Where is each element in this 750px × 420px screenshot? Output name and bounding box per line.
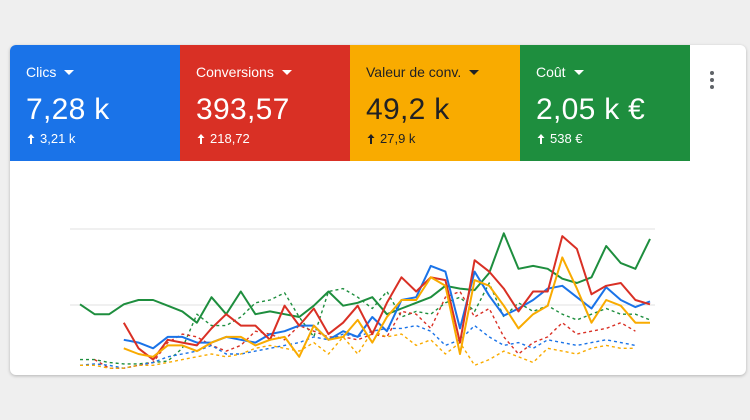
metric-delta-value: 538 € xyxy=(550,131,583,146)
menu-dot xyxy=(710,78,714,82)
chevron-down-icon[interactable] xyxy=(281,69,292,75)
arrow-up-icon xyxy=(366,133,376,145)
comparison-series-line xyxy=(94,290,636,369)
metric-delta-value: 27,9 k xyxy=(380,131,416,146)
series-line xyxy=(79,232,651,324)
performance-line-chart xyxy=(70,228,655,369)
metric-delta-value: 3,21 k xyxy=(40,131,76,146)
menu-dot xyxy=(710,85,714,89)
metric-value: 2,05 k € xyxy=(536,93,646,126)
metric-tile-cost[interactable]: Coût 2,05 k € 538 € xyxy=(520,45,690,161)
chart-series xyxy=(79,232,651,369)
performance-card: Clics 7,28 k 3,21 k Conversions 393,57 2… xyxy=(10,45,746,375)
comparison-series-line xyxy=(80,282,651,365)
chevron-down-icon[interactable] xyxy=(469,69,480,75)
metric-tile-conversion-value[interactable]: Valeur de conv. 49,2 k 27,9 k xyxy=(350,45,520,161)
metric-delta: 218,72 xyxy=(196,131,350,146)
metric-label-row[interactable]: Conversions xyxy=(196,61,350,83)
arrow-up-icon xyxy=(536,133,546,145)
metric-value: 7,28 k xyxy=(26,93,110,126)
metric-delta-value: 218,72 xyxy=(210,131,250,146)
metric-label: Valeur de conv. xyxy=(366,64,462,80)
arrow-up-icon xyxy=(26,133,36,145)
metric-label: Conversions xyxy=(196,64,274,80)
metric-value: 393,57 xyxy=(196,93,290,126)
metric-delta: 3,21 k xyxy=(26,131,180,146)
series-line xyxy=(123,256,650,358)
metric-delta: 27,9 k xyxy=(366,131,520,146)
series-line xyxy=(122,235,651,361)
metric-delta: 538 € xyxy=(536,131,690,146)
metric-value: 49,2 k xyxy=(366,93,450,126)
more-vertical-icon[interactable] xyxy=(700,65,724,95)
metric-label-row[interactable]: Clics xyxy=(26,61,180,83)
metric-label-row[interactable]: Valeur de conv. xyxy=(366,61,520,83)
metric-tile-conversions[interactable]: Conversions 393,57 218,72 xyxy=(180,45,350,161)
menu-dot xyxy=(710,71,714,75)
chevron-down-icon[interactable] xyxy=(573,69,584,75)
metric-label: Clics xyxy=(26,64,57,80)
metric-label-row[interactable]: Coût xyxy=(536,61,690,83)
arrow-up-icon xyxy=(196,133,206,145)
metric-label: Coût xyxy=(536,64,566,80)
chevron-down-icon[interactable] xyxy=(64,69,75,75)
metric-tile-clics[interactable]: Clics 7,28 k 3,21 k xyxy=(10,45,180,161)
